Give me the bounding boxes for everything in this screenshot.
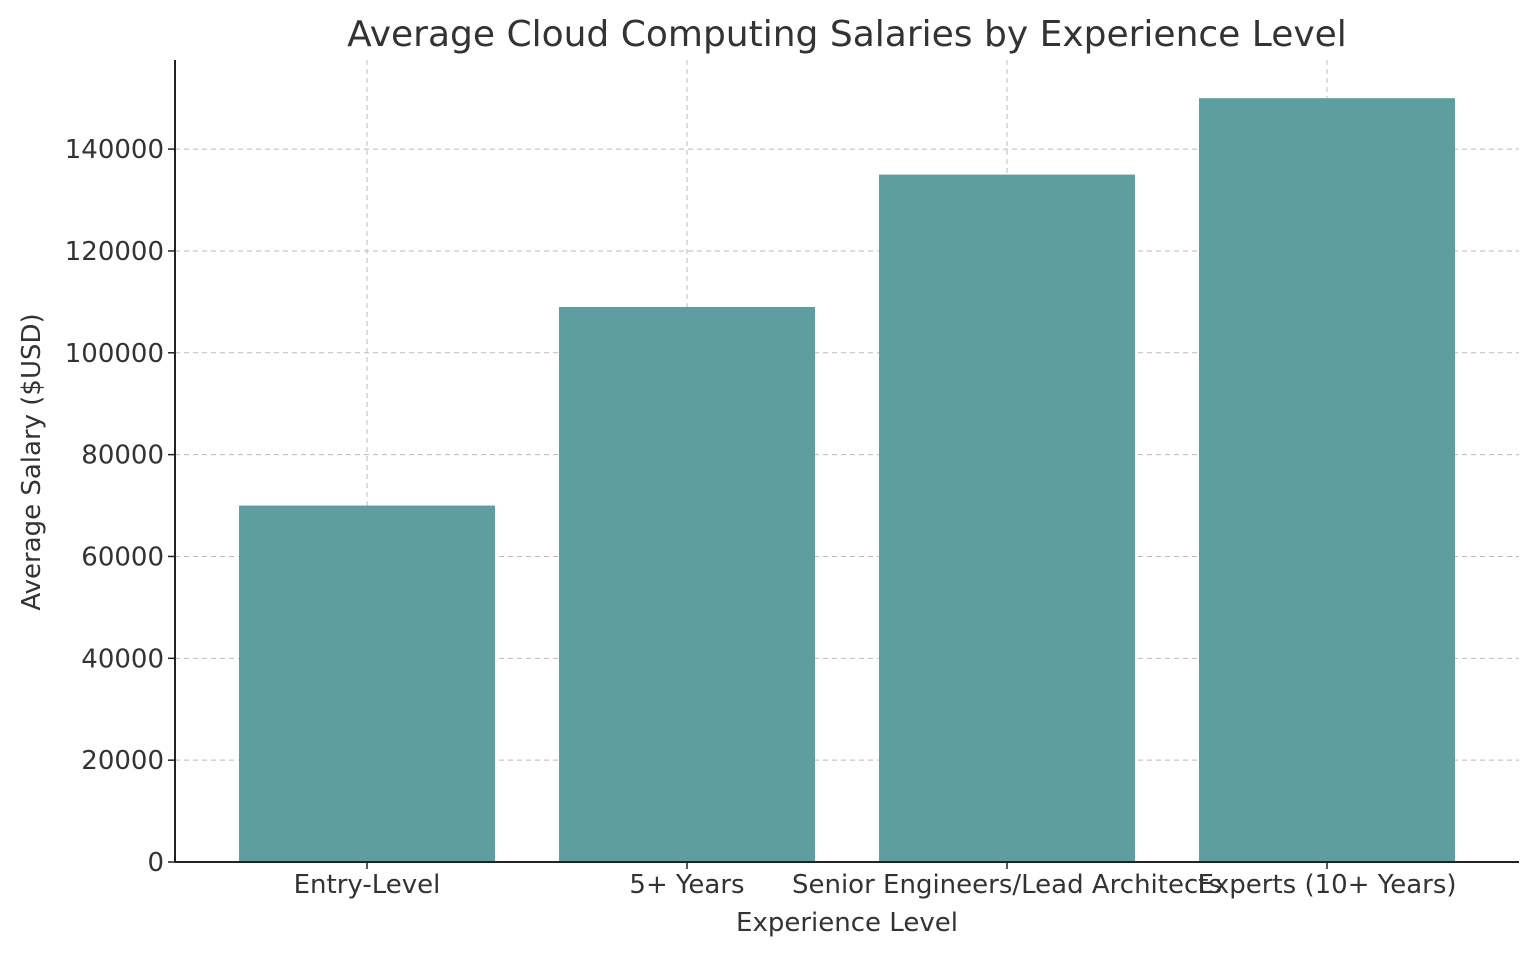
x-tick-label: Senior Engineers/Lead Architects [792,870,1222,900]
y-tick-label: 60000 [81,542,164,572]
bar [1199,98,1455,862]
y-tick-label: 100000 [65,339,164,369]
chart-title: Average Cloud Computing Salaries by Expe… [347,14,1347,55]
y-tick-label: 0 [147,848,164,878]
bar [559,306,815,862]
y-tick-label: 80000 [81,441,164,471]
bar [239,505,495,862]
x-tick-label: Entry-Level [294,870,441,900]
y-tick-label: 120000 [65,237,164,267]
y-tick-label: 140000 [65,135,164,165]
bar [879,174,1135,863]
y-tick-label: 40000 [81,644,164,674]
x-tick-label: Experts (10+ Years) [1197,870,1456,900]
x-axis-label: Experience Level [736,908,958,938]
y-tick-label: 20000 [81,746,164,776]
y-axis-label: Average Salary ($USD) [17,313,47,610]
x-tick-label: 5+ Years [629,870,744,900]
